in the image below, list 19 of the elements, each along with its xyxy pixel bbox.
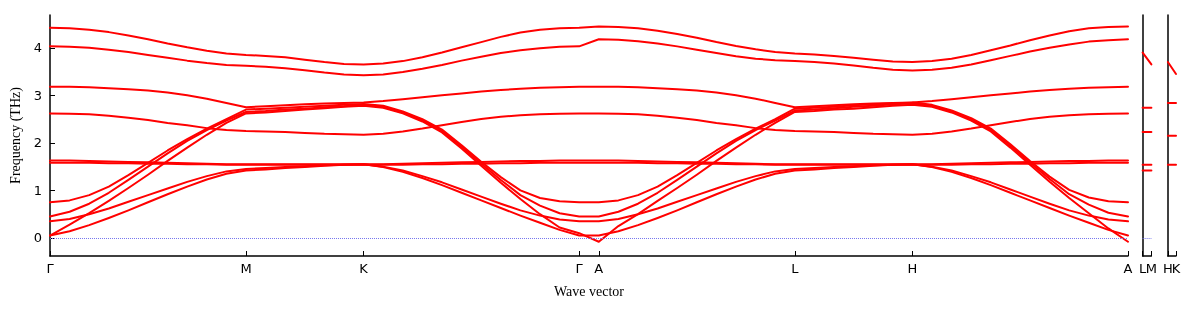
y-tick-label: 1: [33, 182, 42, 198]
x-tick-label: L: [791, 261, 800, 276]
y-axis-title: Frequency (THz): [7, 86, 24, 184]
x-tick-label: A: [1123, 261, 1133, 276]
y-tick-label: 0: [33, 230, 42, 246]
y-tick-label: 3: [33, 87, 42, 103]
x-tick-label: A: [594, 261, 604, 276]
x-tick-label: H: [907, 261, 918, 276]
x-tick-label: M: [240, 261, 252, 276]
x-tick-label: L: [1139, 261, 1147, 276]
x-tick-label: H: [1163, 261, 1173, 276]
x-tick-label: K: [359, 261, 369, 276]
y-tick-label: 4: [33, 40, 42, 56]
x-axis-title: Wave vector: [554, 283, 625, 299]
x-tick-label: Γ: [575, 261, 584, 276]
x-tick-label: K: [1171, 261, 1181, 276]
x-tick-label: M: [1145, 261, 1157, 276]
x-tick-label: Γ: [46, 261, 55, 276]
y-tick-label: 2: [33, 135, 42, 151]
